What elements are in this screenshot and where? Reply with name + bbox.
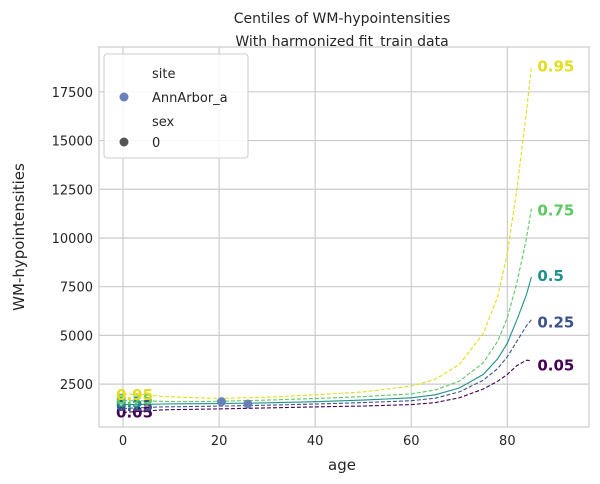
x-ticks: 0 20 40 60 80 bbox=[119, 434, 516, 449]
series-line-0-5 bbox=[122, 276, 532, 406]
start-label-0-95: 0.95 bbox=[116, 386, 153, 404]
series-line-0-05 bbox=[122, 359, 532, 413]
legend: site AnnArbor_a sex 0 bbox=[103, 53, 249, 159]
series-line-0-25 bbox=[122, 319, 532, 410]
x-tick-label: 20 bbox=[211, 434, 228, 449]
x-axis-label: age bbox=[328, 456, 356, 474]
start-label-0-05: 0.05 bbox=[116, 403, 153, 421]
series-line-0-75 bbox=[122, 208, 532, 403]
y-tick-label: 5000 bbox=[60, 329, 93, 344]
series-line-0-95 bbox=[122, 66, 532, 399]
end-centile-labels: 0.05 0.25 0.5 0.75 0.95 bbox=[537, 57, 574, 374]
y-tick-label: 2500 bbox=[60, 378, 93, 393]
y-axis-label: WM-hypointensities bbox=[10, 163, 28, 311]
x-tick-label: 40 bbox=[307, 434, 324, 449]
end-label-0-75: 0.75 bbox=[537, 202, 574, 220]
chart-subtitle: With harmonized fit_train data bbox=[235, 34, 448, 50]
legend-marker-sex-0 bbox=[119, 137, 129, 147]
y-tick-label: 10000 bbox=[52, 232, 93, 247]
data-points bbox=[217, 397, 253, 409]
legend-marker-annarbor bbox=[119, 92, 129, 102]
start-centile-labels: 0.050.250.50.750.95 bbox=[116, 386, 153, 422]
start-label-0-75: 0.75 bbox=[116, 391, 153, 409]
x-tick-label: 80 bbox=[499, 434, 516, 449]
data-point bbox=[217, 397, 226, 407]
legend-label-annarbor: AnnArbor_a bbox=[152, 91, 228, 106]
end-label-0-5: 0.5 bbox=[537, 267, 564, 285]
legend-label-sex-0: 0 bbox=[152, 136, 160, 151]
x-tick-label: 60 bbox=[403, 434, 420, 449]
legend-header-site: site bbox=[152, 67, 175, 82]
end-label-0-95: 0.95 bbox=[537, 57, 574, 75]
end-label-0-05: 0.05 bbox=[537, 357, 574, 375]
chart-title: Centiles of WM-hypointensities bbox=[234, 11, 451, 27]
legend-header-sex: sex bbox=[152, 115, 175, 130]
y-ticks: 2500 5000 7500 10000 12500 15000 17500 bbox=[52, 86, 93, 393]
start-label-0-25: 0.25 bbox=[116, 397, 153, 415]
series-lines bbox=[122, 66, 532, 413]
y-tick-label: 17500 bbox=[52, 86, 93, 101]
data-point bbox=[243, 399, 253, 409]
start-label-0-5: 0.5 bbox=[116, 394, 143, 412]
y-tick-label: 7500 bbox=[60, 281, 93, 296]
x-tick-label: 0 bbox=[119, 434, 127, 449]
y-tick-label: 12500 bbox=[52, 183, 93, 198]
grid-lines bbox=[99, 47, 589, 427]
y-tick-label: 15000 bbox=[52, 135, 93, 150]
end-label-0-25: 0.25 bbox=[537, 314, 574, 332]
legend-box bbox=[103, 53, 249, 159]
